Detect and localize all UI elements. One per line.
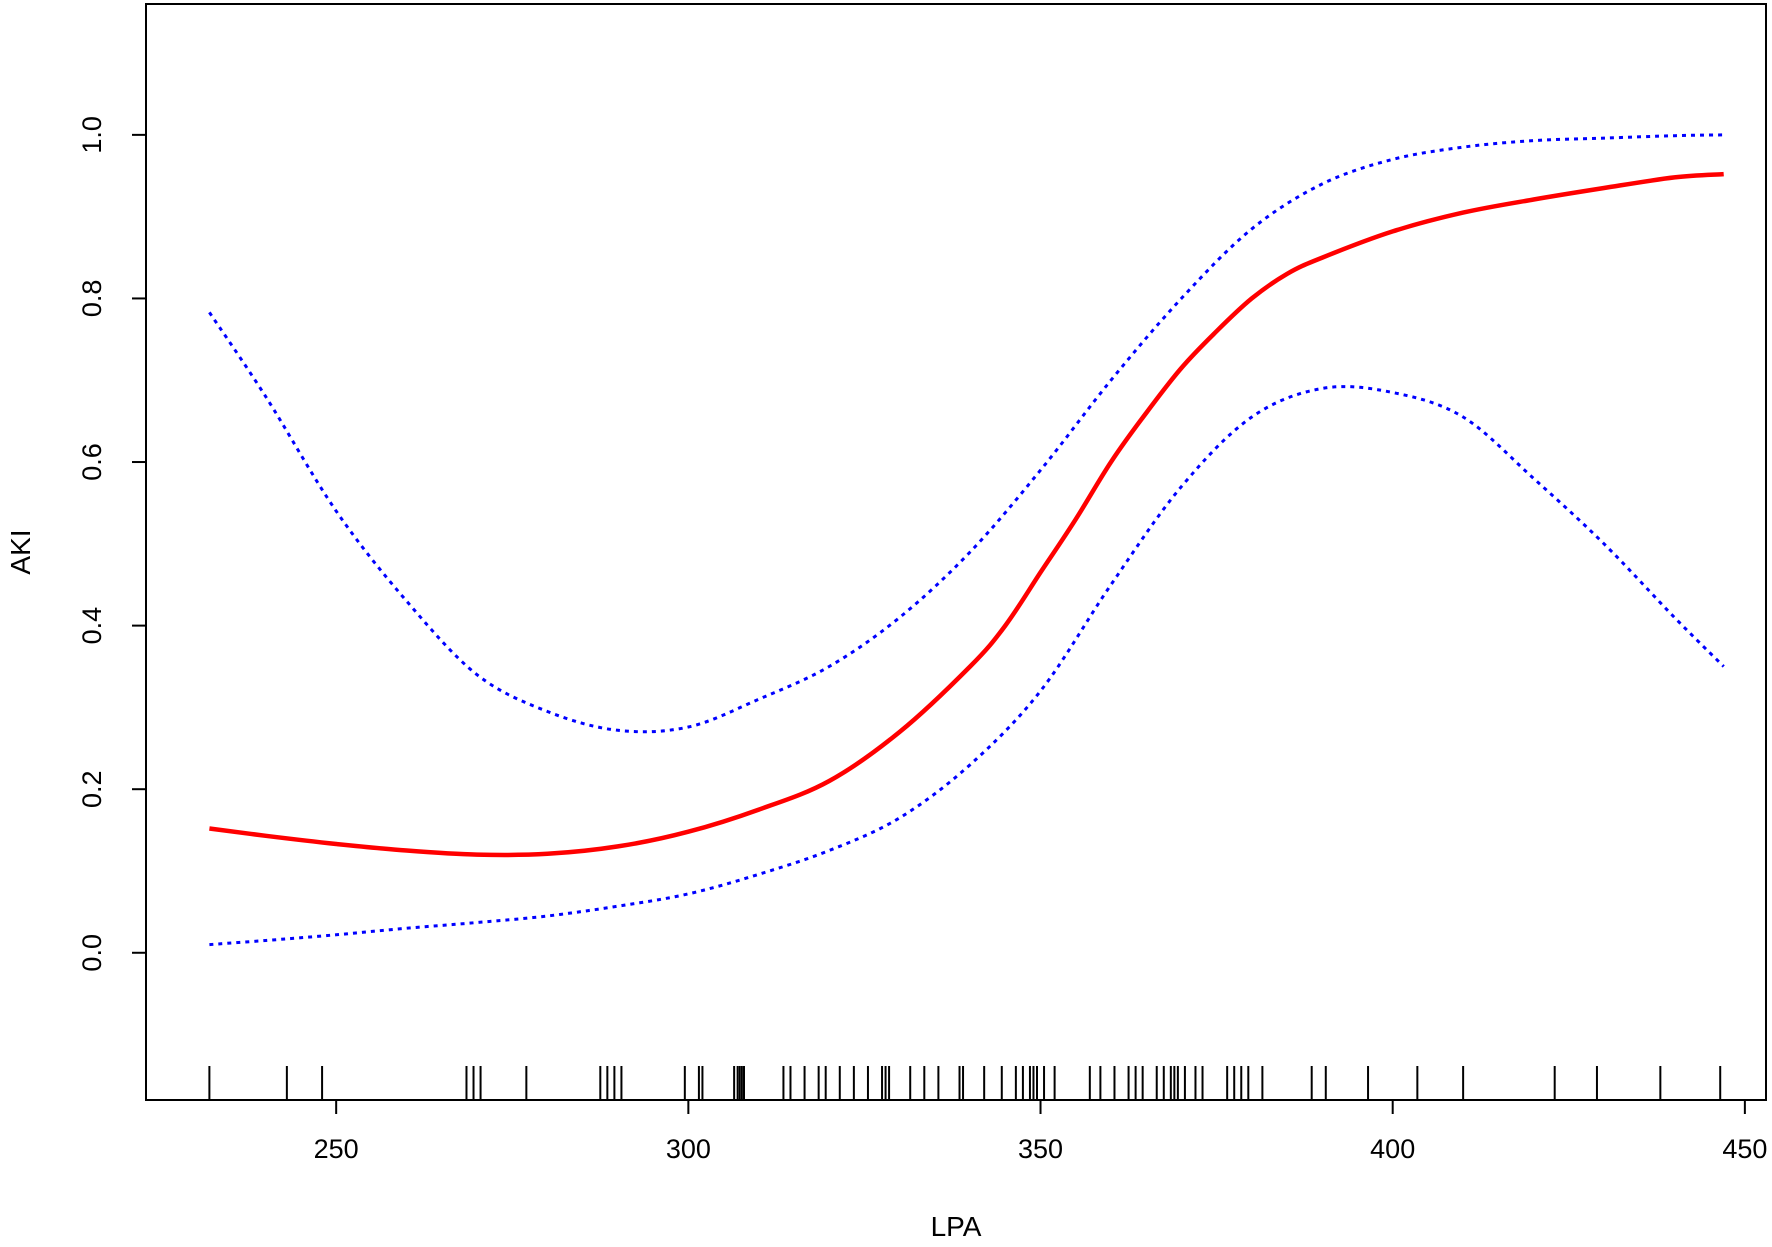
x-tick-label: 250 <box>314 1134 359 1164</box>
estimate-line <box>209 171 1724 858</box>
lower-ci-line <box>209 385 1725 947</box>
series-layer <box>208 133 1725 947</box>
x-axis-title: LPA <box>931 1211 982 1242</box>
upper-ci-line <box>208 133 1724 734</box>
y-axis-title: AKI <box>5 529 36 574</box>
x-tick-label: 400 <box>1370 1134 1415 1164</box>
y-axis: 0.0 0.2 0.4 0.6 0.8 1.0 <box>77 116 146 972</box>
y-tick-label: 0.8 <box>77 280 107 318</box>
y-tick-label: 0.6 <box>77 443 107 481</box>
y-tick-label: 0.4 <box>77 607 107 645</box>
rug-layer <box>208 1066 1722 1100</box>
x-axis: 250 300 350 400 450 <box>314 1100 1767 1164</box>
y-tick-label: 0.2 <box>77 770 107 808</box>
x-tick-label: 450 <box>1722 1134 1767 1164</box>
y-tick-label: 0.0 <box>77 934 107 972</box>
x-tick-label: 300 <box>666 1134 711 1164</box>
plot-box <box>145 3 1767 1101</box>
y-tick-label: 1.0 <box>77 116 107 154</box>
x-tick-label: 350 <box>1018 1134 1063 1164</box>
